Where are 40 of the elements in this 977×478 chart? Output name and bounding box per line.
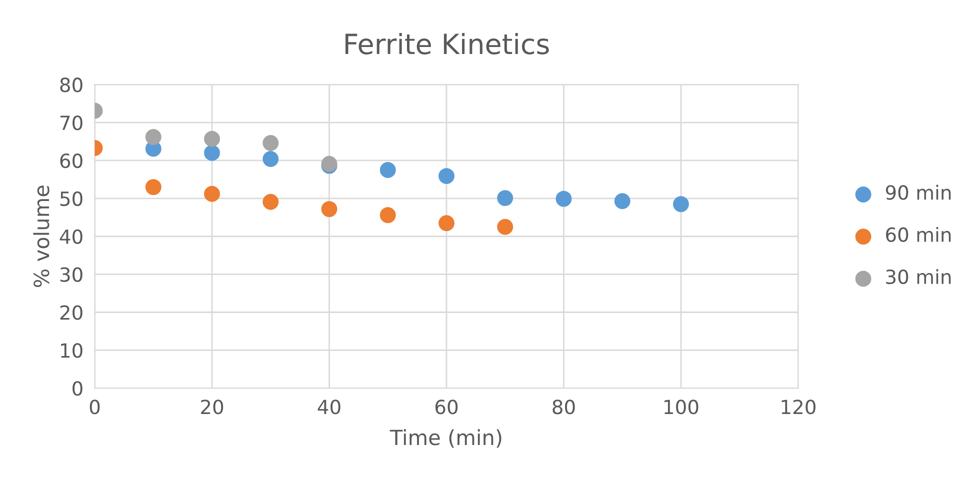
point — [145, 179, 162, 196]
x-tick-label: 120 — [782, 400, 816, 414]
point — [262, 150, 279, 167]
point — [380, 207, 396, 224]
y-tick-label: 30 — [60, 267, 82, 282]
point — [204, 186, 220, 202]
legend-label: 60 min — [886, 226, 951, 242]
point — [614, 193, 630, 210]
y-tick-label: 10 — [61, 343, 82, 358]
y-tick-label: 50 — [60, 191, 82, 206]
point — [556, 190, 572, 207]
point — [262, 135, 279, 152]
x-tick-label: 100 — [664, 400, 698, 414]
point — [204, 144, 220, 161]
y-tick-label: 70 — [60, 116, 82, 130]
point — [672, 196, 689, 212]
point — [262, 194, 279, 210]
legend-label: 90 min — [886, 184, 951, 200]
x-tick-label: 80 — [552, 400, 575, 414]
y-tick-label: 60 — [60, 153, 82, 168]
point — [145, 128, 162, 145]
legend-label: 30 min — [886, 269, 951, 284]
point — [497, 218, 514, 235]
y-tick-label: 40 — [60, 229, 82, 244]
x-tick-label: 40 — [318, 400, 340, 414]
y-tick-label: 80 — [60, 78, 82, 92]
y-tick-label: 0 — [72, 381, 82, 396]
point — [204, 130, 220, 147]
point — [438, 215, 454, 232]
y-tick-label: 20 — [60, 305, 82, 320]
point — [497, 190, 514, 206]
point — [321, 201, 338, 218]
x-tick-label: 60 — [435, 400, 458, 414]
x-axis-title: Time (min) — [390, 429, 502, 448]
chart-title: Ferrite Kinetics — [346, 32, 549, 54]
point — [380, 162, 396, 178]
x-tick-label: 20 — [201, 400, 224, 414]
x-tick-label: 0 — [90, 400, 100, 414]
y-axis-title: % volume — [33, 186, 50, 288]
point — [438, 168, 454, 184]
